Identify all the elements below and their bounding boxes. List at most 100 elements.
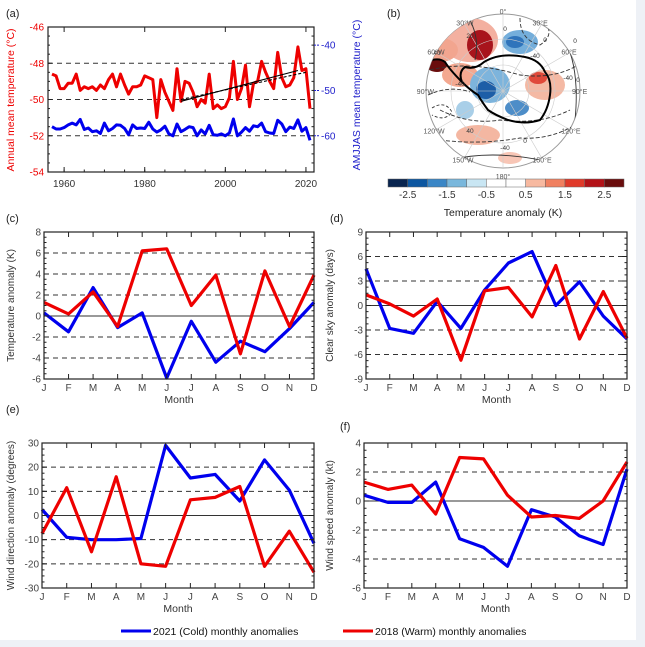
panel-e-chart: (e) J F M A M J J A S O N D 30 20 10 0 -10 -20 -30 Month Wind… (6, 404, 318, 615)
x-tick-label: J (505, 592, 510, 603)
x-tick-label: A (212, 383, 219, 394)
x-tick-label: A (529, 383, 536, 394)
y-tick-label: -6 (354, 350, 363, 361)
contour-label: 0 (543, 37, 547, 44)
y-tick-label: 8 (35, 228, 41, 239)
colorbar-swatch (505, 178, 526, 188)
series-line-cold (364, 250, 629, 341)
colorbar-swatch (407, 178, 428, 188)
pressure-contour (519, 17, 550, 46)
warm-anomaly-core (467, 30, 493, 60)
x-tick-label: A (432, 592, 439, 603)
x-tick-label: 1960 (53, 179, 76, 190)
y-tick-label: -54 (30, 168, 45, 179)
map-longitude-labels: 0° 30°E 60°E 90°E 120°E 150°E 180° 150°W 120°W 90… (417, 8, 588, 181)
colorbar-tick-label: -0.5 (478, 190, 496, 201)
contour-label: -40 (563, 75, 573, 82)
panel-a-y2label: AMJJAS mean temperature (°C) (351, 20, 363, 171)
x-tick-label: M (455, 592, 463, 603)
panel-d-label: (d) (330, 213, 343, 225)
contour-label: 0 (503, 26, 507, 33)
x-tick-label: F (387, 383, 393, 394)
contour-label: 0 (573, 38, 577, 45)
contour-label: 20 (466, 33, 474, 40)
legend-cold-label: 2021 (Cold) monthly anomalies (153, 626, 298, 638)
figure-canvas: (a) Annual mean temperature (°C) AMJJAS … (0, 0, 636, 640)
colorbar-swatch (387, 178, 408, 188)
panel-a-ylabel: Annual mean temperature (°C) (5, 28, 17, 171)
series-line-warm (365, 263, 629, 362)
y-tick-label: 0 (33, 511, 39, 522)
longitude-label: 0° (500, 8, 507, 16)
colorbar-tick-label: 1.5 (558, 190, 572, 201)
y-tick-label: -48 (30, 59, 45, 70)
y-tick-label: -10 (25, 535, 40, 546)
x-tick-label: D (623, 383, 630, 394)
x-tick-label: 1980 (134, 179, 157, 190)
y-tick-label: -30 (25, 584, 40, 595)
x-tick-label: S (236, 592, 243, 603)
legend-warm-label: 2018 (Warm) monthly anomalies (375, 626, 526, 638)
y2-tick-label: -50 (321, 86, 336, 97)
longitude-label: 90°E (572, 88, 588, 96)
series-line-amjjas (51, 117, 312, 141)
y-tick-label: -3 (354, 326, 363, 337)
longitude-label: 120°W (423, 128, 444, 136)
contour-label: -40 (455, 81, 465, 88)
y-tick-label: 3 (357, 277, 363, 288)
x-tick-label: M (408, 592, 416, 603)
contour-label: 0 (576, 77, 580, 84)
x-tick-label: D (310, 592, 317, 603)
colorbar-tick-label: 0.5 (519, 190, 533, 201)
colorbar-swatch (525, 178, 546, 188)
panel-c-chart: (c) J F M A M J J A S O N D 8 6 4 2 0 -2 -4 -6 Month Temperatu… (6, 213, 318, 406)
x-tick-label: M (409, 383, 417, 394)
y-tick-label: -20 (25, 559, 40, 570)
colorbar-swatch (564, 178, 585, 188)
x-tick-label: J (163, 592, 168, 603)
x-tick-label: 2020 (295, 179, 318, 190)
panel-b-label: (b) (387, 8, 400, 20)
warm-anomaly-core (529, 72, 547, 84)
y-tick-label: 9 (357, 228, 363, 239)
x-tick-label: F (385, 592, 391, 603)
x-tick-label: A (434, 383, 441, 394)
x-tick-label: J (481, 592, 486, 603)
y-tick-label: 4 (355, 439, 361, 450)
colorbar-swatch (466, 178, 487, 188)
cold-anomaly-region (456, 101, 474, 119)
pressure-contour (427, 88, 471, 96)
x-tick-label: M (457, 383, 465, 394)
panel-a-series (51, 45, 312, 141)
panel-a-chart: (a) Annual mean temperature (°C) AMJJAS … (5, 8, 363, 190)
x-tick-label: J (506, 383, 511, 394)
panel-a-tick-labels: 1960 1980 2000 2020 -46 -48 -50 -52 -54 -40 -50 -60 (30, 23, 336, 191)
x-tick-label: J (188, 592, 193, 603)
trend-line (180, 71, 307, 101)
series-line-cold (363, 468, 629, 568)
colorbar-swatch (486, 178, 507, 188)
longitude-label: 30°W (456, 20, 474, 28)
antarctica-coastline (459, 54, 552, 124)
x-tick-label: S (237, 383, 244, 394)
x-tick-label: J (364, 383, 369, 394)
x-tick-label: F (64, 592, 70, 603)
series-line-warm (363, 455, 629, 521)
colorbar-tick-label: -2.5 (399, 190, 417, 201)
x-tick-label: M (137, 592, 145, 603)
panel-a-label: (a) (6, 8, 19, 20)
x-tick-label: M (138, 383, 146, 394)
x-tick-label: O (261, 592, 269, 603)
y-tick-label: 10 (28, 487, 40, 498)
legend: 2021 (Cold) monthly anomalies 2018 (Warm… (121, 626, 526, 638)
panel-frame (363, 442, 628, 589)
longitude-label: 150°W (452, 156, 473, 164)
warm-anomaly-region (456, 125, 500, 145)
panel-f-label: (f) (340, 421, 350, 433)
x-tick-label: A (528, 592, 535, 603)
y-tick-label: -52 (30, 131, 45, 142)
x-tick-label: S (552, 383, 559, 394)
longitude-label: 150°E (533, 156, 552, 164)
meridian-line (436, 52, 570, 130)
y-tick-label: -50 (30, 95, 45, 106)
